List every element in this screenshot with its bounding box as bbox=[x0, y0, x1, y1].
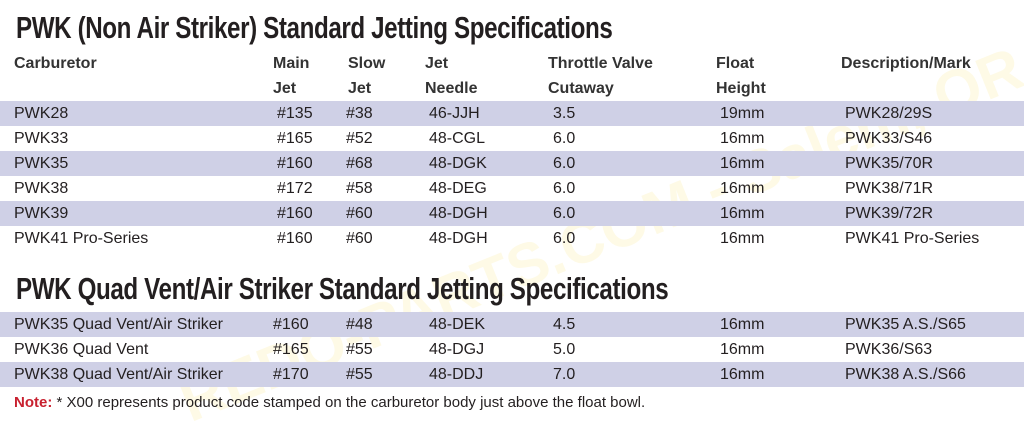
table-cell: 48-DGH bbox=[429, 205, 488, 222]
table-row: PWK41 Pro-Series #160 #60 48-DGH 6.0 16mm PWK4… bbox=[0, 226, 1024, 251]
table-cell: #38 bbox=[346, 105, 373, 122]
footnote: Note: * X00 represents product code stam… bbox=[14, 394, 645, 411]
column-header: Throttle Valve bbox=[548, 55, 653, 72]
table-cell: 16mm bbox=[720, 180, 765, 197]
table-cell: PWK41 Pro-Series bbox=[14, 230, 149, 247]
table2-title: PWK Quad Vent/Air Striker Standard Jetti… bbox=[16, 271, 669, 306]
column-header: Jet bbox=[273, 80, 297, 97]
table-cell: 4.5 bbox=[553, 316, 576, 333]
table-row: PWK38 Quad Vent/Air Striker #170 #55 48-DDJ… bbox=[0, 362, 1024, 387]
table-cell: 46-JJH bbox=[429, 105, 480, 122]
table-cell: PWK38 A.S./S66 bbox=[845, 366, 966, 383]
table-cell: PWK28 bbox=[14, 105, 69, 122]
note-text: * X00 represents product code stamped on… bbox=[52, 394, 646, 411]
table-row: PWK35 Quad Vent/Air Striker #160 #48 48-DEK… bbox=[0, 312, 1024, 337]
column-header: Description/Mark bbox=[841, 55, 971, 72]
column-header: Jet bbox=[348, 80, 372, 97]
table-cell: #60 bbox=[346, 230, 373, 247]
table-cell: PWK28/29S bbox=[845, 105, 933, 122]
table-cell: 3.5 bbox=[553, 105, 576, 122]
table-cell: PWK33 bbox=[14, 130, 69, 147]
table-cell: PWK35 A.S./S65 bbox=[845, 316, 966, 333]
column-header: Jet bbox=[425, 55, 449, 72]
table-cell: PWK35 Quad Vent/Air Striker bbox=[14, 316, 223, 333]
table-cell: 48-DGH bbox=[429, 230, 488, 247]
table-cell: 6.0 bbox=[553, 130, 576, 147]
table-cell: 5.0 bbox=[553, 341, 576, 358]
table-cell: #55 bbox=[346, 341, 373, 358]
table-row: PWK39 #160 #60 48-DGH 6.0 16mm PWK39/72R bbox=[0, 201, 1024, 226]
table-cell: #170 bbox=[273, 366, 309, 383]
table-row: PWK36 Quad Vent #165 #55 48-DGJ 5.0 16mm PWK36… bbox=[0, 337, 1024, 362]
table-cell: 6.0 bbox=[553, 180, 576, 197]
column-header: Slow bbox=[348, 55, 386, 72]
table-cell: PWK38/71R bbox=[845, 180, 934, 197]
table-cell: #165 bbox=[277, 130, 313, 147]
table-cell: PWK38 Quad Vent/Air Striker bbox=[14, 366, 223, 383]
table-cell: 16mm bbox=[720, 366, 765, 383]
table-row: PWK35 #160 #68 48-DGK 6.0 16mm PWK35/70R bbox=[0, 151, 1024, 176]
table-cell: #135 bbox=[277, 105, 313, 122]
table-cell: 19mm bbox=[720, 105, 765, 122]
table-cell: 6.0 bbox=[553, 205, 576, 222]
table-cell: PWK36/S63 bbox=[845, 341, 933, 358]
table-cell: #160 bbox=[277, 155, 313, 172]
table-cell: 7.0 bbox=[553, 366, 576, 383]
table-cell: 16mm bbox=[720, 341, 765, 358]
table-cell: 16mm bbox=[720, 230, 765, 247]
table-row: PWK33 #165 #52 48-CGL 6.0 16mm PWK33/S46 bbox=[0, 126, 1024, 151]
column-header: Carburetor bbox=[14, 55, 97, 72]
table-cell: 48-DDJ bbox=[429, 366, 484, 383]
column-header: Needle bbox=[425, 80, 478, 97]
table-cell: 16mm bbox=[720, 130, 765, 147]
note-label: Note: bbox=[14, 394, 53, 411]
table-cell: #48 bbox=[346, 316, 373, 333]
table-cell: #55 bbox=[346, 366, 373, 383]
table-cell: 48-DGK bbox=[429, 155, 487, 172]
table-cell: #160 bbox=[273, 316, 309, 333]
table-cell: 48-DEG bbox=[429, 180, 487, 197]
table-cell: 48-DGJ bbox=[429, 341, 485, 358]
table-cell: #60 bbox=[346, 205, 373, 222]
table-cell: 16mm bbox=[720, 316, 765, 333]
table-cell: PWK39/72R bbox=[845, 205, 934, 222]
table-cell: #172 bbox=[277, 180, 313, 197]
table-cell: PWK39 bbox=[14, 205, 69, 222]
table-cell: PWK41 Pro-Series bbox=[845, 230, 980, 247]
table-cell: PWK35/70R bbox=[845, 155, 934, 172]
table-cell: #160 bbox=[277, 230, 313, 247]
table-cell: PWK36 Quad Vent bbox=[14, 341, 149, 358]
table-cell: #52 bbox=[346, 130, 373, 147]
table-cell: 16mm bbox=[720, 155, 765, 172]
table-cell: #165 bbox=[273, 341, 309, 358]
table-cell: #58 bbox=[346, 180, 373, 197]
table-cell: 6.0 bbox=[553, 155, 576, 172]
table-cell: #160 bbox=[277, 205, 313, 222]
table-cell: #68 bbox=[346, 155, 373, 172]
table-cell: PWK35 bbox=[14, 155, 69, 172]
table-cell: 48-DEK bbox=[429, 316, 486, 333]
table-cell: 16mm bbox=[720, 205, 765, 222]
table-row: PWK38 #172 #58 48-DEG 6.0 16mm PWK38/71R bbox=[0, 176, 1024, 201]
column-header: Float bbox=[716, 55, 755, 72]
table-cell: 48-CGL bbox=[429, 130, 486, 147]
table-cell: 6.0 bbox=[553, 230, 576, 247]
table-cell: PWK38 bbox=[14, 180, 69, 197]
table1-title: PWK (Non Air Striker) Standard Jetting S… bbox=[16, 10, 613, 45]
table-cell: PWK33/S46 bbox=[845, 130, 933, 147]
column-header: Cutaway bbox=[548, 80, 614, 97]
column-header: Main bbox=[273, 55, 310, 72]
column-header: Height bbox=[716, 80, 766, 97]
table-row: PWK28 #135 #38 46-JJH 3.5 19mm PWK28/29S bbox=[0, 101, 1024, 126]
